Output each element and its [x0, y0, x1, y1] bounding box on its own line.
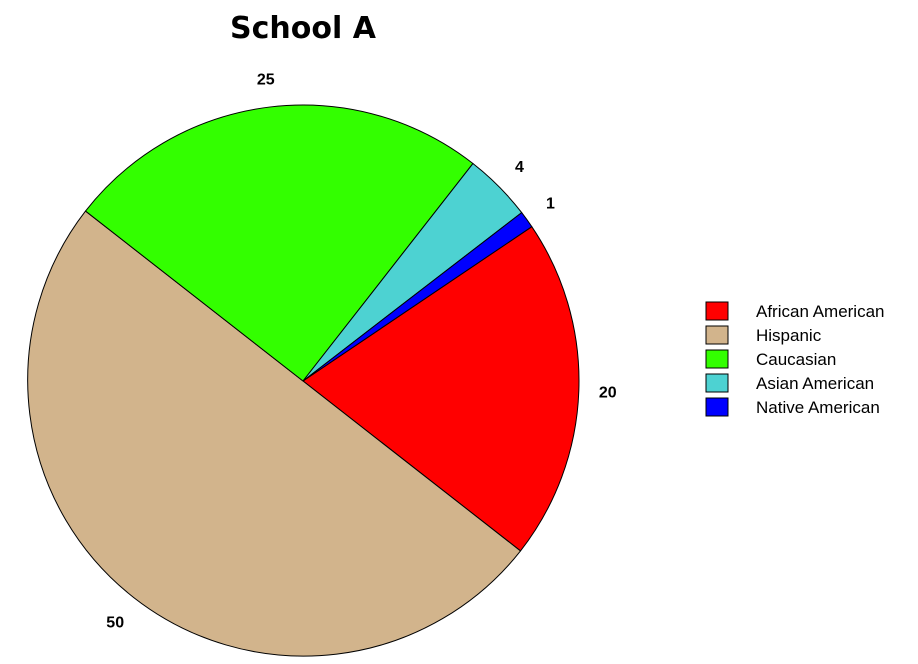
slice-label-african-american: 20 [599, 385, 617, 402]
pie-slice-native-american [302, 212, 533, 382]
legend-label-african-american: African American [756, 302, 885, 321]
slice-value-labels: 20 50 25 4 1 [106, 71, 616, 631]
legend: African American Hispanic Caucasian Asian A… [705, 301, 885, 417]
legend-swatch-african-american [705, 301, 729, 321]
legend-label-caucasian: Caucasian [756, 350, 836, 369]
legend-label-native-american: Native American [756, 398, 880, 417]
legend-label-hispanic: Hispanic [756, 326, 822, 345]
legend-swatch-hispanic [705, 325, 729, 345]
legend-swatch-asian-american [705, 373, 729, 393]
pie-slice-african-american [302, 226, 580, 552]
chart-title: School A [230, 11, 377, 46]
pie-slice-hispanic [27, 210, 521, 657]
legend-label-asian-american: Asian American [756, 374, 874, 393]
pie-slices [27, 104, 580, 657]
pie-slice-caucasian [85, 104, 474, 382]
legend-swatch-native-american [705, 397, 729, 417]
legend-swatch-caucasian [705, 349, 729, 369]
slice-label-caucasian: 25 [257, 71, 275, 88]
slice-label-hispanic: 50 [106, 614, 124, 631]
slice-label-asian-american: 4 [515, 159, 524, 176]
slice-label-native-american: 1 [546, 196, 555, 213]
